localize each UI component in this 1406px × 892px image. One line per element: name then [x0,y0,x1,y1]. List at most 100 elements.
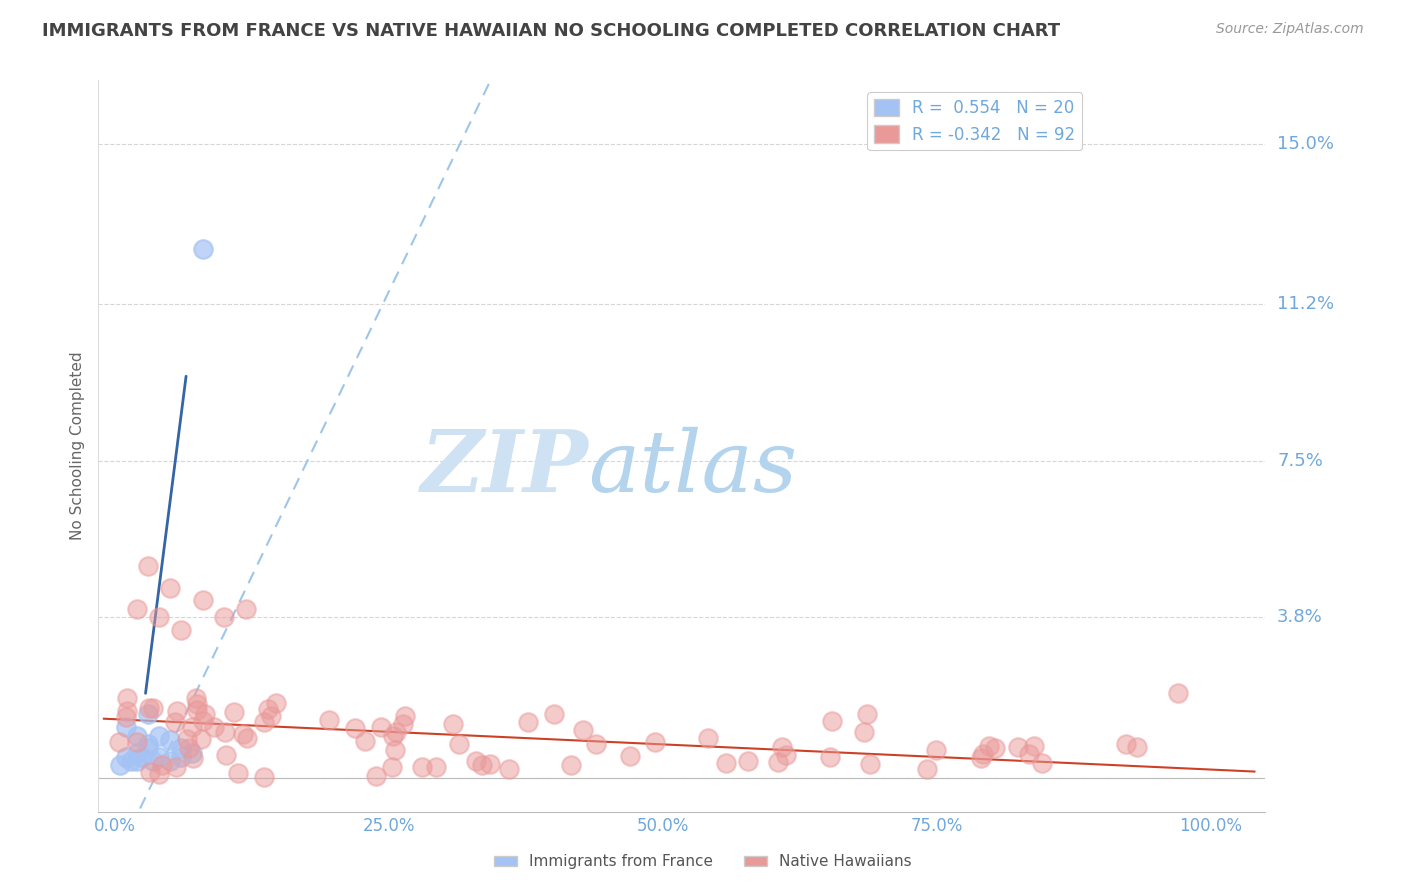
Point [585,737,607,751]
Point [818,749,841,764]
Point [148,729,170,743]
Legend: R =  0.554   N = 20, R = -0.342   N = 92: R = 0.554 N = 20, R = -0.342 N = 92 [868,92,1083,150]
Point [115,691,138,706]
Point [1007,740,1029,755]
Point [117,704,139,718]
Point [977,739,1000,753]
Point [114,710,136,724]
Point [136,741,159,756]
Point [1167,686,1189,700]
Point [179,740,201,755]
Point [236,731,259,745]
Point [318,713,340,727]
Point [766,756,789,770]
Text: IMMIGRANTS FROM FRANCE VS NATIVE HAWAIIAN NO SCHOOLING COMPLETED CORRELATION CHA: IMMIGRANTS FROM FRANCE VS NATIVE HAWAIIA… [42,22,1060,40]
Point [148,610,170,624]
Point [222,705,245,719]
Point [186,697,208,711]
Point [697,731,720,745]
Point [257,702,280,716]
Point [370,720,392,734]
Legend: Immigrants from France, Native Hawaiians: Immigrants from France, Native Hawaiians [488,848,918,875]
Point [253,770,276,784]
Text: 15.0%: 15.0% [1277,135,1334,153]
Point [972,747,994,762]
Point [364,769,387,783]
Point [343,721,366,735]
Point [449,737,471,751]
Text: atlas: atlas [589,426,797,509]
Point [226,766,249,780]
Point [136,559,159,574]
Y-axis label: No Schooling Completed: No Schooling Completed [70,351,86,541]
Point [770,740,793,755]
Text: Source: ZipAtlas.com: Source: ZipAtlas.com [1216,22,1364,37]
Point [191,593,214,607]
Point [125,735,148,749]
Point [821,714,844,728]
Point [394,709,416,723]
Point [215,747,238,762]
Point [984,741,1007,756]
Point [110,758,132,772]
Point [169,741,191,756]
Point [150,758,173,772]
Point [180,719,202,733]
Point [136,707,159,722]
Point [572,723,595,738]
Point [214,725,236,739]
Point [465,754,488,768]
Point [176,731,198,746]
Point [194,706,217,721]
Point [235,601,257,615]
Point [169,749,191,764]
Point [384,743,406,757]
Point [159,732,181,747]
Point [114,749,136,764]
Text: 11.2%: 11.2% [1277,295,1334,313]
Point [498,763,520,777]
Point [354,734,377,748]
Point [202,720,225,734]
Point [190,731,212,746]
Point [148,767,170,781]
Point [385,725,408,739]
Point [131,749,153,764]
Text: ZIP: ZIP [420,426,589,509]
Point [560,757,582,772]
Point [180,746,202,760]
Point [148,749,170,764]
Point [184,691,207,706]
Point [381,729,404,743]
Point [163,715,186,730]
Point [108,735,131,749]
Point [775,747,797,762]
Point [543,706,565,721]
Point [125,601,148,615]
Point [471,758,494,772]
Point [232,727,254,741]
Point [169,623,191,637]
Point [411,760,433,774]
Point [186,703,208,717]
Text: 3.8%: 3.8% [1277,608,1323,626]
Point [120,754,142,768]
Point [142,701,165,715]
Point [516,715,538,730]
Point [159,581,181,595]
Point [138,701,160,715]
Point [915,762,938,776]
Point [856,706,879,721]
Point [125,754,148,768]
Point [425,760,447,774]
Point [644,735,666,749]
Text: 7.5%: 7.5% [1277,451,1323,470]
Point [1018,747,1040,761]
Point [191,243,214,257]
Point [859,756,882,771]
Point [214,610,236,624]
Point [1031,756,1053,771]
Point [714,756,737,770]
Point [260,709,283,723]
Point [1125,740,1147,755]
